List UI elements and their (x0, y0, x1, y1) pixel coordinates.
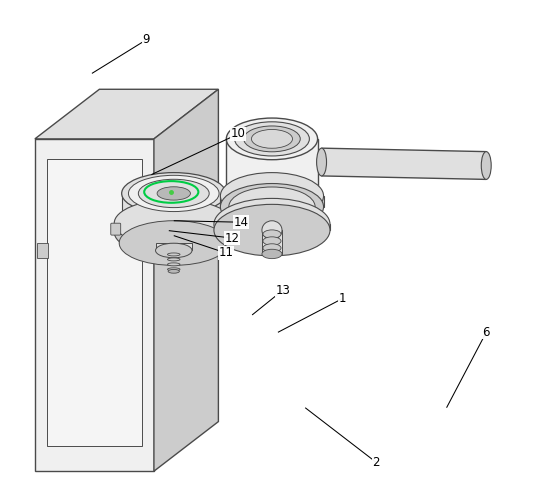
Ellipse shape (244, 126, 300, 152)
Ellipse shape (168, 268, 180, 271)
Polygon shape (122, 193, 226, 223)
Polygon shape (220, 196, 324, 207)
FancyBboxPatch shape (226, 223, 236, 235)
Polygon shape (119, 232, 228, 243)
Ellipse shape (481, 152, 491, 180)
Polygon shape (262, 230, 282, 254)
Ellipse shape (263, 230, 281, 239)
Ellipse shape (220, 173, 324, 219)
Text: 10: 10 (231, 127, 245, 140)
Polygon shape (154, 89, 218, 471)
Text: 12: 12 (225, 232, 240, 245)
Ellipse shape (262, 221, 282, 240)
Polygon shape (47, 159, 142, 446)
Ellipse shape (114, 199, 233, 247)
Polygon shape (229, 207, 315, 224)
Polygon shape (155, 243, 192, 250)
Ellipse shape (251, 129, 293, 148)
Ellipse shape (138, 179, 209, 208)
Ellipse shape (122, 202, 226, 244)
Ellipse shape (263, 244, 281, 252)
Polygon shape (35, 89, 218, 139)
Ellipse shape (226, 118, 318, 160)
Ellipse shape (168, 263, 180, 266)
Ellipse shape (119, 221, 228, 265)
Ellipse shape (168, 269, 180, 273)
Text: 1: 1 (339, 292, 346, 305)
Ellipse shape (155, 243, 192, 258)
Ellipse shape (129, 175, 219, 212)
Polygon shape (226, 139, 318, 196)
Ellipse shape (262, 249, 282, 258)
Ellipse shape (114, 208, 233, 256)
Ellipse shape (168, 258, 180, 261)
Ellipse shape (214, 204, 330, 256)
Text: 13: 13 (276, 284, 291, 297)
Text: 9: 9 (143, 33, 150, 46)
Ellipse shape (229, 204, 315, 244)
Polygon shape (214, 224, 330, 230)
Text: 2: 2 (373, 456, 380, 469)
Polygon shape (35, 139, 154, 471)
Ellipse shape (317, 148, 326, 176)
Ellipse shape (226, 175, 318, 217)
Ellipse shape (168, 253, 180, 256)
Text: 14: 14 (233, 216, 248, 229)
Ellipse shape (220, 184, 324, 230)
Text: 11: 11 (218, 247, 233, 259)
FancyBboxPatch shape (111, 223, 121, 235)
Polygon shape (114, 223, 233, 232)
Ellipse shape (229, 187, 315, 227)
Ellipse shape (214, 198, 330, 250)
Polygon shape (322, 148, 486, 180)
Ellipse shape (157, 187, 190, 200)
Ellipse shape (122, 173, 226, 214)
Text: 6: 6 (482, 326, 490, 339)
Ellipse shape (235, 122, 309, 156)
Ellipse shape (263, 237, 281, 246)
FancyBboxPatch shape (38, 243, 48, 258)
